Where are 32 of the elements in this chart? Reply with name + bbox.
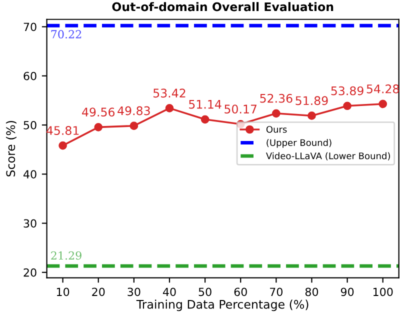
- x-tick-label: 90: [340, 288, 354, 296]
- x-tick-label: 50: [198, 288, 212, 296]
- data-label: 49.83: [118, 106, 150, 116]
- annotation: 70.22: [51, 30, 82, 38]
- y-axis-title: Score (%): [6, 120, 16, 176]
- x-tick-label: 100: [373, 288, 393, 296]
- legend-label: Ours: [266, 126, 287, 133]
- data-label: 49.56: [82, 108, 115, 117]
- y-tick-label: 20: [24, 268, 36, 277]
- y-tick-label: 50: [24, 120, 36, 130]
- x-tick-label: 60: [234, 288, 247, 296]
- x-tick-label: 40: [162, 288, 176, 296]
- y-tick-label: 70: [24, 22, 36, 32]
- data-label: 53.89: [331, 86, 364, 96]
- x-tick-label: 10: [56, 288, 70, 296]
- y-tick-label: 30: [24, 219, 36, 228]
- data-label: 53.42: [154, 88, 186, 98]
- x-tick-label: 30: [128, 288, 140, 296]
- y-tick-label: 60: [24, 72, 36, 80]
- legend-label: Video-LLaVA (Lower Bound): [266, 152, 390, 160]
- chart-title: Out-of-domain Overall Evaluation: [112, 2, 334, 12]
- data-label: 52.36: [260, 94, 292, 103]
- legend-label: (Upper Bound): [266, 139, 332, 148]
- x-tick-label: 20: [92, 288, 105, 296]
- data-label: 51.14: [189, 100, 222, 109]
- data-label: 51.89: [296, 96, 328, 106]
- y-tick-label: 40: [23, 170, 36, 179]
- x-tick-label: 80: [305, 288, 318, 296]
- data-label: 50.17: [224, 104, 257, 114]
- x-axis-title: Training Data Percentage (%): [136, 300, 308, 312]
- x-tick-label: 70: [270, 288, 283, 296]
- annotation: 21.29: [51, 251, 82, 260]
